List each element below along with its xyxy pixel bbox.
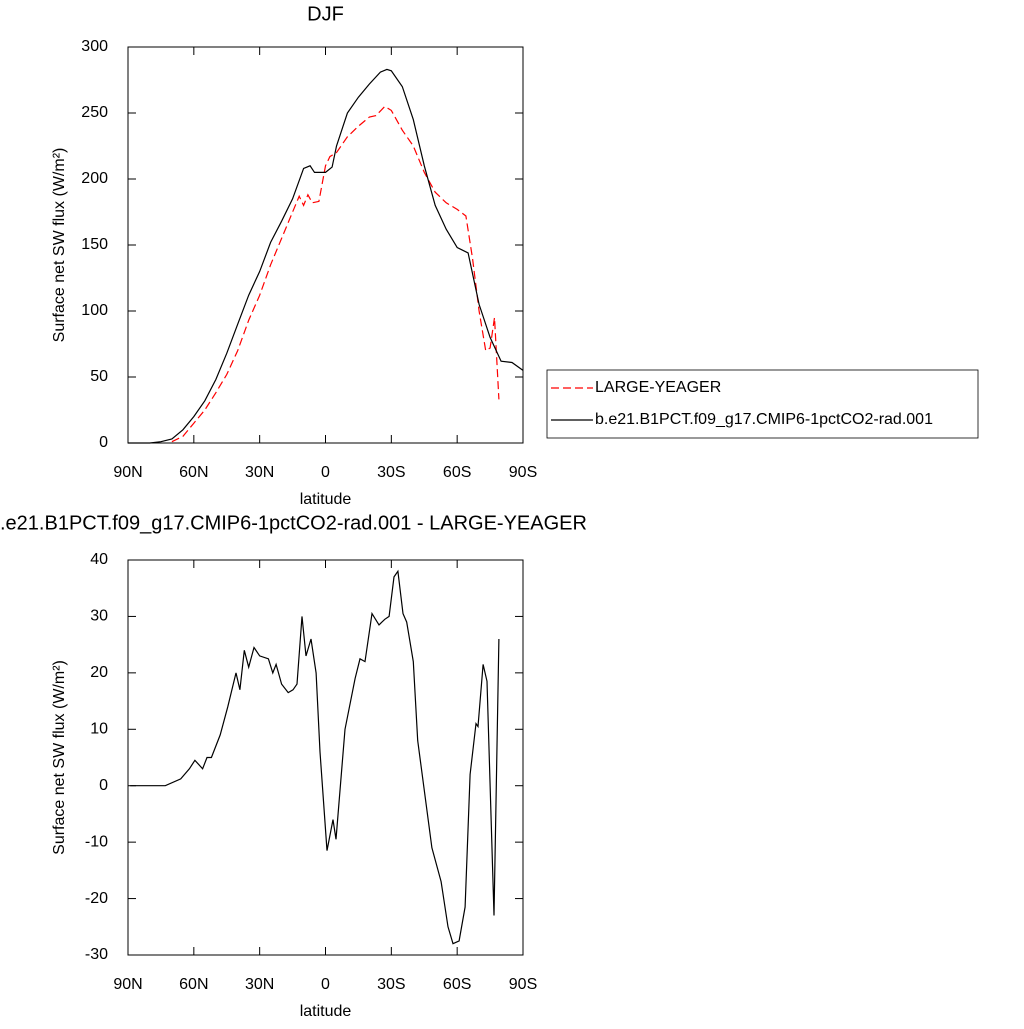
x-tick-label: 30S xyxy=(377,976,405,993)
y-tick-label: 20 xyxy=(90,664,108,681)
x-tick-label: 90S xyxy=(509,464,537,481)
x-tick-label: 0 xyxy=(321,976,330,993)
y-tick-label: 50 xyxy=(90,368,108,385)
x-tick-label: 90N xyxy=(113,464,142,481)
y-axis-label: Surface net SW flux (W/m²) xyxy=(51,148,68,343)
data-line xyxy=(128,68,524,444)
legend-label: LARGE-YEAGER xyxy=(595,379,721,396)
x-tick-label: 60N xyxy=(179,976,208,993)
x-tick-label: 90S xyxy=(509,976,537,993)
y-tick-label: 0 xyxy=(99,777,108,794)
x-axis-label: latitude xyxy=(300,1003,352,1020)
data-line xyxy=(171,105,500,443)
chart-title: DJF xyxy=(307,3,344,25)
y-axis-label: Surface net SW flux (W/m²) xyxy=(51,660,68,855)
y-tick-label: 100 xyxy=(81,302,108,319)
x-tick-label: 30N xyxy=(245,976,274,993)
x-axis-label: latitude xyxy=(300,491,352,508)
y-tick-label: -30 xyxy=(85,946,108,963)
x-tick-label: 30S xyxy=(377,464,405,481)
x-tick-label: 60N xyxy=(179,464,208,481)
data-line xyxy=(130,569,500,945)
chart-title: .e21.B1PCT.f09_g17.CMIP6-1pctCO2-rad.001… xyxy=(0,512,587,534)
plot-frame xyxy=(127,46,524,444)
y-tick-label: 200 xyxy=(81,170,108,187)
x-tick-label: 30N xyxy=(245,464,274,481)
y-tick-label: 40 xyxy=(90,551,108,568)
y-tick-label: 30 xyxy=(90,608,108,625)
x-tick-label: 60S xyxy=(443,464,471,481)
y-tick-label: 150 xyxy=(81,236,108,253)
plot-frame xyxy=(127,559,524,956)
x-tick-label: 0 xyxy=(321,464,330,481)
y-tick-label: -20 xyxy=(85,890,108,907)
y-tick-label: 300 xyxy=(81,38,108,55)
y-tick-label: -10 xyxy=(85,833,108,850)
x-tick-label: 90N xyxy=(113,976,142,993)
legend-label: b.e21.B1PCT.f09_g17.CMIP6-1pctCO2-rad.00… xyxy=(595,411,933,428)
x-tick-label: 60S xyxy=(443,976,471,993)
y-tick-label: 10 xyxy=(90,721,108,738)
y-tick-label: 250 xyxy=(81,104,108,121)
y-tick-label: 0 xyxy=(99,434,108,451)
legend-box xyxy=(546,369,979,439)
